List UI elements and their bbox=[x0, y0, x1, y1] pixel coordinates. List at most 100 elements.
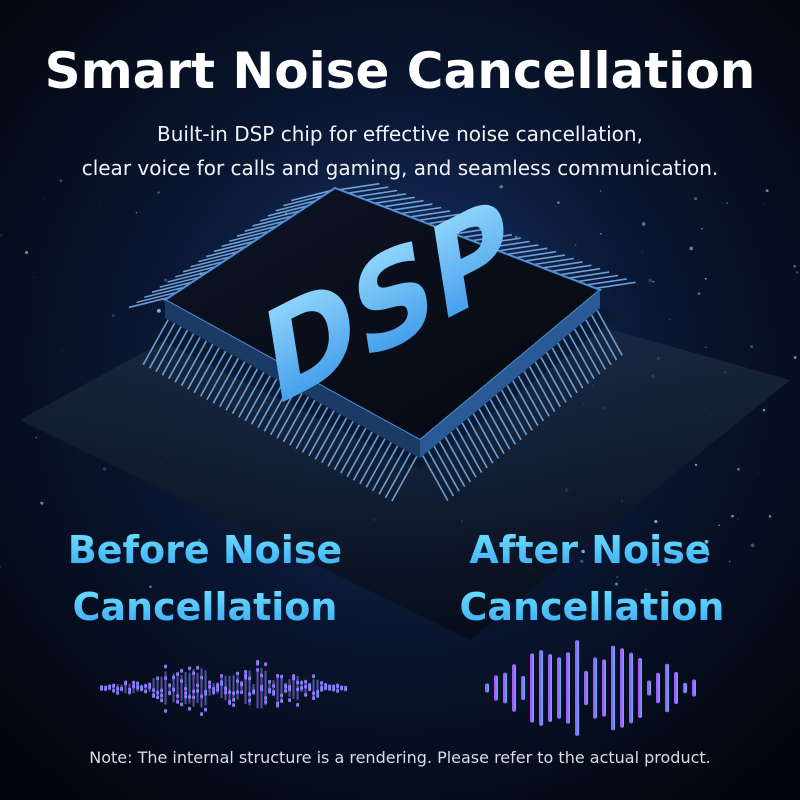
wave-dot bbox=[164, 664, 167, 669]
chip-pins bbox=[128, 182, 636, 502]
pin bbox=[142, 319, 169, 366]
pin bbox=[461, 422, 488, 469]
wave-bar bbox=[208, 680, 211, 696]
light-dot bbox=[599, 190, 602, 192]
wave-bar bbox=[108, 685, 111, 691]
wave-bar bbox=[248, 670, 251, 706]
light-dot bbox=[0, 565, 1, 568]
light-dot bbox=[578, 556, 580, 558]
wave-dot bbox=[264, 662, 267, 667]
pin bbox=[438, 441, 466, 487]
light-dot bbox=[765, 189, 769, 193]
pin bbox=[568, 333, 595, 380]
wave-bar bbox=[324, 685, 327, 691]
pin bbox=[244, 220, 285, 232]
wave-dot bbox=[204, 707, 207, 712]
wave-bar bbox=[192, 669, 195, 707]
wave-bar bbox=[485, 683, 489, 693]
wave-dot bbox=[280, 698, 283, 703]
light-dot bbox=[737, 467, 740, 471]
light-dot bbox=[645, 588, 647, 590]
pin bbox=[159, 276, 200, 288]
pin bbox=[333, 424, 361, 471]
wave-bar bbox=[100, 687, 103, 689]
wave-bar bbox=[674, 671, 678, 705]
wave-bar bbox=[584, 670, 588, 706]
light-dot bbox=[25, 251, 29, 255]
light-dot bbox=[750, 543, 755, 548]
pin bbox=[596, 309, 623, 356]
pin bbox=[198, 250, 239, 263]
light-dot bbox=[694, 463, 698, 466]
pin bbox=[401, 206, 442, 215]
pin bbox=[340, 427, 367, 474]
wave-dot bbox=[228, 701, 231, 706]
pin bbox=[282, 396, 310, 443]
wave-bar bbox=[244, 671, 247, 705]
light-dot bbox=[694, 197, 698, 201]
wave-bar bbox=[557, 657, 561, 719]
wave-bar bbox=[128, 683, 131, 693]
light-dot bbox=[63, 225, 65, 226]
after-label: After Noise bbox=[469, 528, 710, 572]
pin bbox=[462, 230, 504, 239]
light-dot bbox=[656, 562, 661, 567]
wave-dot bbox=[312, 674, 315, 679]
wave-bar bbox=[539, 650, 543, 726]
light-dot bbox=[499, 185, 503, 189]
pin bbox=[339, 182, 380, 191]
subtitle-line: Built-in DSP chip for effective noise ca… bbox=[157, 122, 643, 146]
pin bbox=[374, 196, 415, 205]
pin bbox=[478, 408, 505, 455]
wave-bar bbox=[224, 675, 227, 701]
wave-bar bbox=[272, 680, 275, 696]
clean-waveform bbox=[415, 640, 765, 736]
wave-bar bbox=[336, 685, 339, 691]
light-dot bbox=[600, 232, 602, 235]
pin bbox=[540, 356, 567, 403]
pin bbox=[467, 417, 494, 464]
light-dot bbox=[728, 560, 731, 563]
pin bbox=[472, 413, 500, 459]
light-dot bbox=[157, 191, 160, 194]
pin bbox=[427, 216, 468, 225]
pin bbox=[409, 210, 451, 218]
wave-bar bbox=[566, 652, 570, 724]
pin bbox=[187, 343, 214, 390]
light-dot bbox=[793, 356, 797, 359]
pin bbox=[545, 352, 573, 398]
wave-bar bbox=[629, 652, 633, 724]
light-dot bbox=[135, 212, 138, 214]
light-dot bbox=[641, 251, 643, 253]
pin bbox=[568, 271, 610, 279]
wave-bar bbox=[280, 676, 283, 700]
wave-bar bbox=[144, 684, 147, 692]
light-dot bbox=[795, 271, 799, 274]
pin bbox=[252, 215, 293, 227]
wave-dot bbox=[180, 702, 183, 707]
wave-dot bbox=[160, 698, 163, 703]
light-dot bbox=[157, 309, 161, 313]
pin bbox=[489, 399, 517, 445]
wave-bar bbox=[611, 645, 615, 731]
pin bbox=[276, 392, 303, 439]
chip-side-left bbox=[165, 300, 420, 458]
light-dot bbox=[33, 276, 35, 278]
pin bbox=[507, 247, 548, 256]
light-dot bbox=[0, 234, 2, 237]
pin bbox=[383, 199, 424, 208]
pin bbox=[557, 342, 584, 389]
wave-bar bbox=[196, 672, 199, 704]
wave-dot bbox=[188, 706, 191, 711]
pin bbox=[229, 230, 270, 243]
before-label: Before Noise bbox=[68, 528, 342, 572]
pin bbox=[515, 250, 557, 259]
wave-dot bbox=[276, 703, 279, 708]
pin bbox=[218, 361, 246, 408]
light-dot bbox=[704, 539, 709, 544]
light-dot bbox=[583, 548, 584, 550]
wave-dot bbox=[220, 674, 223, 679]
wave-bar bbox=[575, 640, 579, 736]
pin bbox=[450, 431, 477, 478]
wave-bar bbox=[494, 675, 498, 701]
